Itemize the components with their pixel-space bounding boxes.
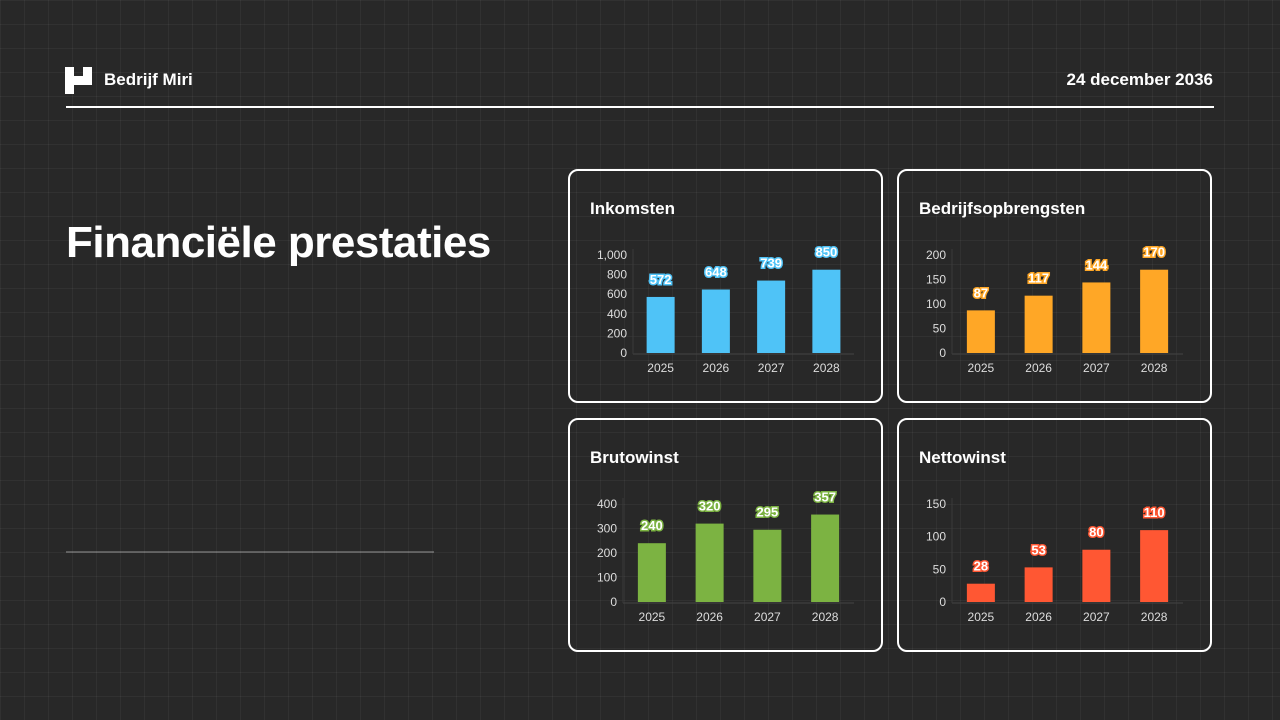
y-tick-label: 50	[933, 322, 947, 336]
data-label: 117	[1028, 271, 1049, 286]
bar	[812, 269, 841, 353]
company-name: Bedrijf Miri	[104, 70, 193, 89]
bar	[1024, 295, 1053, 353]
y-tick-label: 50	[933, 562, 947, 576]
x-tick-label: 2027	[1083, 361, 1110, 375]
y-tick-label: 100	[597, 571, 617, 585]
y-tick-label: 200	[607, 326, 627, 340]
x-tick-label: 2027	[754, 610, 781, 624]
chart-card-bedrijfsopbrengsten: Bedrijfsopbrengsten 0 50 100 150 200 87 2025 11…	[897, 169, 1212, 403]
bar	[966, 583, 995, 602]
x-tick-label: 2028	[1141, 361, 1168, 375]
bar	[753, 529, 782, 602]
y-tick-label: 400	[607, 307, 627, 321]
chart-title: Inkomsten	[590, 199, 676, 218]
data-label: 357	[814, 490, 836, 505]
x-tick-label: 2026	[696, 610, 723, 624]
chart-title: Nettowinst	[919, 448, 1006, 467]
y-tick-label: 800	[607, 268, 627, 282]
data-label: 295	[757, 505, 779, 520]
company-logo	[65, 67, 92, 94]
bar	[811, 514, 840, 602]
data-label: 170	[1143, 245, 1165, 260]
x-tick-label: 2026	[703, 361, 730, 375]
data-label: 144	[1086, 257, 1108, 272]
data-label: 240	[641, 518, 663, 533]
x-tick-label: 2028	[813, 361, 840, 375]
data-label: 87	[974, 285, 988, 300]
y-tick-label: 200	[597, 546, 617, 560]
x-tick-label: 2025	[968, 361, 995, 375]
chart-inkomsten: 0 200 400 600 800 1,000 572 2025 648 2026 739 2027 8…	[597, 243, 854, 375]
bar	[637, 543, 666, 602]
y-tick-label: 600	[607, 287, 627, 301]
bar	[646, 296, 675, 353]
y-tick-label: 100	[926, 297, 946, 311]
y-tick-label: 0	[939, 595, 946, 609]
chart-title: Brutowinst	[590, 448, 679, 467]
bar	[1140, 530, 1169, 602]
data-label: 648	[705, 264, 727, 279]
y-tick-label: 400	[597, 497, 617, 511]
y-tick-label: 300	[597, 522, 617, 536]
y-tick-label: 150	[926, 273, 946, 287]
x-tick-label: 2028	[812, 610, 839, 624]
x-tick-label: 2026	[1025, 361, 1052, 375]
x-tick-label: 2025	[968, 610, 995, 624]
y-tick-label: 150	[926, 497, 946, 511]
x-tick-label: 2028	[1141, 610, 1168, 624]
y-tick-label: 0	[939, 346, 946, 360]
data-label: 739	[760, 256, 782, 271]
data-label: 110	[1144, 505, 1165, 520]
chart-title: Bedrijfsopbrengsten	[919, 199, 1086, 218]
data-label: 320	[699, 499, 721, 514]
bar	[701, 289, 730, 353]
x-tick-label: 2026	[1025, 610, 1052, 624]
y-tick-label: 0	[610, 595, 617, 609]
y-tick-label: 1,000	[597, 248, 627, 262]
bar	[757, 280, 786, 353]
bar	[1082, 282, 1111, 353]
bar	[1024, 567, 1053, 602]
bar	[695, 523, 724, 602]
page-title: Financiële prestaties	[66, 218, 491, 267]
x-tick-label: 2025	[639, 610, 666, 624]
bar	[1140, 269, 1169, 353]
data-label: 572	[650, 272, 672, 287]
data-label: 53	[1031, 542, 1045, 557]
y-tick-label: 100	[926, 530, 946, 544]
bar	[1082, 549, 1111, 602]
x-tick-label: 2027	[1083, 610, 1110, 624]
bar	[966, 310, 995, 353]
chart-brutowinst: 0 100 200 300 400 240 2025 320 2026 295 2027 357 202…	[597, 488, 854, 624]
y-tick-label: 200	[926, 248, 946, 262]
header-divider	[66, 106, 1214, 108]
date: 24 december 2036	[1066, 70, 1214, 89]
chart-bedrijfsopbrengsten: 0 50 100 150 200 87 2025 117 2026 144 2027 170 2028	[926, 243, 1183, 375]
chart-card-inkomsten: Inkomsten 0 200 400 600 800 1,000 572 2025 648 20…	[568, 169, 883, 403]
data-label: 80	[1089, 525, 1103, 540]
chart-nettowinst: 0 50 100 150 28 2025 53 2026 80 2027 110 2028	[926, 497, 1183, 624]
chart-card-nettowinst: Nettowinst 0 50 100 150 28 2025 53 2026 80 2027 11…	[897, 418, 1212, 652]
data-label: 850	[816, 245, 838, 260]
y-tick-label: 0	[620, 346, 627, 360]
x-tick-label: 2027	[758, 361, 785, 375]
chart-card-brutowinst: Brutowinst 0 100 200 300 400 240 2025 320 2026 29…	[568, 418, 883, 652]
fine-print	[66, 551, 434, 553]
x-tick-label: 2025	[647, 361, 674, 375]
data-label: 28	[974, 559, 988, 574]
